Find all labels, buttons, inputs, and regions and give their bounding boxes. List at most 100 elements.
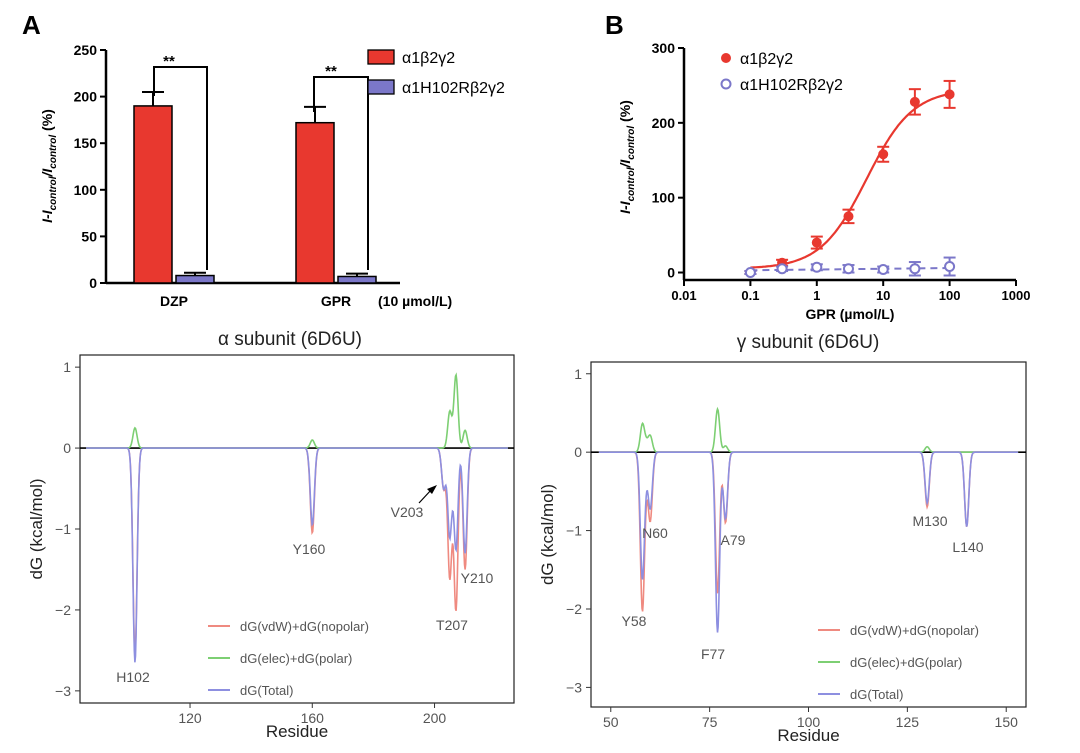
pC-xtick-label: 160 — [301, 710, 325, 726]
mutant-data-point — [877, 264, 889, 276]
wt-data-point — [811, 237, 822, 248]
pC-elec-series — [86, 372, 508, 449]
panel-a-legend-swatch — [367, 79, 395, 95]
pC-total-series — [86, 447, 508, 663]
panel-b-xtick-label: 1 — [813, 288, 820, 303]
mutant-data-point — [744, 267, 756, 279]
residue-label-n60: N60 — [642, 525, 668, 541]
panel-b-ytick-label: 100 — [652, 190, 676, 206]
wt-data-point — [843, 211, 854, 222]
panel-a: A I-Icontrol/Icontrol (%) (10 µmol/L) **… — [22, 10, 505, 309]
pC-xtick-label: 200 — [423, 710, 447, 726]
panel-b-ytick-label: 200 — [652, 115, 676, 131]
pD-ytick-label: −3 — [566, 679, 582, 695]
wt-data-point — [878, 149, 889, 160]
pD-xtick-label: 100 — [797, 714, 821, 730]
residue-label-v203: V203 — [391, 504, 424, 520]
panel-b-legend-label: α1H102Rβ2γ2 — [740, 77, 843, 94]
residue-label-m130: M130 — [912, 513, 947, 529]
panel-a-bar — [175, 274, 215, 284]
panel-a-ytick-label: 50 — [81, 228, 97, 244]
pC-ylabel: dG (kcal/mol) — [27, 478, 46, 579]
pD-ytick-label: −1 — [566, 523, 582, 539]
mutant-data-point — [776, 263, 788, 275]
panel-b-ytick-label: 300 — [652, 40, 676, 56]
pC-xtick-label: 120 — [178, 710, 202, 726]
v203-arrow-head — [427, 485, 437, 494]
residue-label-l140: L140 — [952, 539, 983, 555]
wt-data-point — [909, 96, 920, 107]
residue-label-y210: Y210 — [461, 570, 494, 586]
panel-b-xtick-label: 1000 — [1002, 288, 1031, 303]
panel-a-bar — [295, 121, 335, 284]
significance-bracket — [153, 66, 208, 270]
pD-xtick-label: 75 — [702, 714, 718, 730]
pC-ytick-label: −3 — [55, 683, 71, 699]
panel-c-title: α subunit (6D6U) — [218, 329, 362, 350]
residue-label-y160: Y160 — [293, 541, 326, 557]
pD-total-series — [598, 451, 1019, 633]
pD-xlabel: Residue — [777, 726, 839, 745]
pD-ylabel: dG (kcal/mol) — [538, 484, 557, 585]
wt-data-point — [944, 89, 955, 100]
panel-b-ytick-label: 0 — [667, 265, 675, 281]
panel-b-legend-marker — [720, 78, 732, 90]
pD-elec-series — [598, 406, 1019, 453]
mutant-data-point — [811, 261, 823, 273]
pD-ytick-label: 0 — [574, 444, 582, 460]
panel-a-category-label: GPR — [321, 293, 351, 309]
panel-a-ytick-label: 150 — [74, 135, 98, 151]
panel-a-ytick-label: 250 — [74, 42, 98, 58]
mutant-data-point — [842, 263, 854, 275]
pD-legend-label: dG(elec)+dG(polar) — [850, 655, 962, 670]
panel-a-note: (10 µmol/L) — [378, 293, 452, 309]
pC-ytick-label: 0 — [63, 440, 71, 456]
panel-b-xlabel: GPR (µmol/L) — [806, 306, 895, 322]
panel-a-ylabel: I-Icontrol/Icontrol (%) — [39, 109, 59, 223]
panel-b-ylabel: I-Icontrol/Icontrol (%) — [617, 100, 637, 214]
panel-b-xtick-label: 0.1 — [741, 288, 759, 303]
pD-xtick-label: 50 — [603, 714, 619, 730]
pD-ytick-label: 1 — [574, 366, 582, 382]
panel-b: B I-Icontrol/Icontrol (%) 0 100 200 300 0.01… — [605, 10, 1030, 322]
pD-legend-label: dG(vdW)+dG(nopolar) — [850, 623, 979, 638]
significance-dzp: ** — [163, 53, 175, 70]
residue-label-t207: T207 — [436, 617, 468, 633]
panel-a-category-label: DZP — [160, 293, 188, 309]
panel-b-legend-marker — [721, 53, 731, 63]
panel-a-ytick-label: 200 — [74, 89, 98, 105]
residue-label-a79: A79 — [721, 532, 746, 548]
pC-ytick-label: 1 — [63, 359, 71, 375]
pC-ytick-label: −2 — [55, 602, 71, 618]
mutant-data-point — [909, 263, 921, 275]
pC-legend-label: dG(vdW)+dG(nopolar) — [240, 619, 369, 634]
panel-a-legend-swatch — [367, 49, 395, 65]
panel-a-bar — [337, 275, 377, 284]
panel-a-letter: A — [22, 10, 41, 40]
significance-gpr: ** — [325, 63, 337, 80]
pD-xtick-label: 125 — [896, 714, 920, 730]
panel-a-ytick-label: 100 — [74, 182, 98, 198]
pD-xtick-label: 150 — [995, 714, 1019, 730]
panel-a-legend-label: α1H102Rβ2γ2 — [402, 80, 505, 97]
panel-b-legend-label: α1β2γ2 — [740, 51, 793, 68]
wt-fit-curve — [750, 92, 950, 269]
pC-xlabel: Residue — [266, 722, 328, 741]
panel-d-title: γ subunit (6D6U) — [737, 332, 880, 353]
panel-b-letter: B — [605, 10, 624, 40]
significance-bracket — [313, 76, 369, 270]
pC-ytick-label: −1 — [55, 521, 71, 537]
panel-a-ytick-label: 0 — [89, 275, 97, 291]
panel-c: α subunit (6D6U) −3 −2 −1 0 1 120 160 200 Residu… — [27, 329, 515, 741]
pD-ytick-label: −2 — [566, 601, 582, 617]
panel-a-legend-label: α1β2γ2 — [402, 50, 455, 67]
residue-label-y58: Y58 — [622, 613, 647, 629]
panel-a-bar — [133, 105, 173, 284]
panel-b-xtick-label: 10 — [876, 288, 890, 303]
pC-legend-label: dG(elec)+dG(polar) — [240, 651, 352, 666]
panel-b-xtick-label: 0.01 — [671, 288, 696, 303]
panel-b-xtick-label: 100 — [939, 288, 961, 303]
pC-legend-label: dG(Total) — [240, 683, 293, 698]
